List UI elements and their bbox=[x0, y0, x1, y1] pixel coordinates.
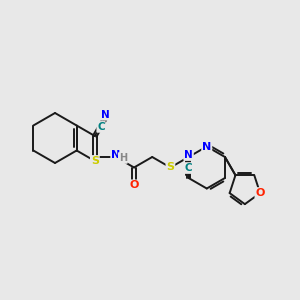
Text: O: O bbox=[129, 180, 139, 190]
Text: H: H bbox=[119, 153, 127, 163]
Text: N: N bbox=[184, 150, 193, 160]
Text: C: C bbox=[97, 122, 105, 132]
Text: O: O bbox=[255, 188, 265, 198]
Text: N: N bbox=[202, 142, 212, 152]
Text: C: C bbox=[185, 163, 192, 173]
Text: N: N bbox=[101, 110, 110, 120]
Text: N: N bbox=[111, 150, 121, 160]
Text: S: S bbox=[167, 163, 174, 172]
Text: S: S bbox=[91, 156, 99, 166]
